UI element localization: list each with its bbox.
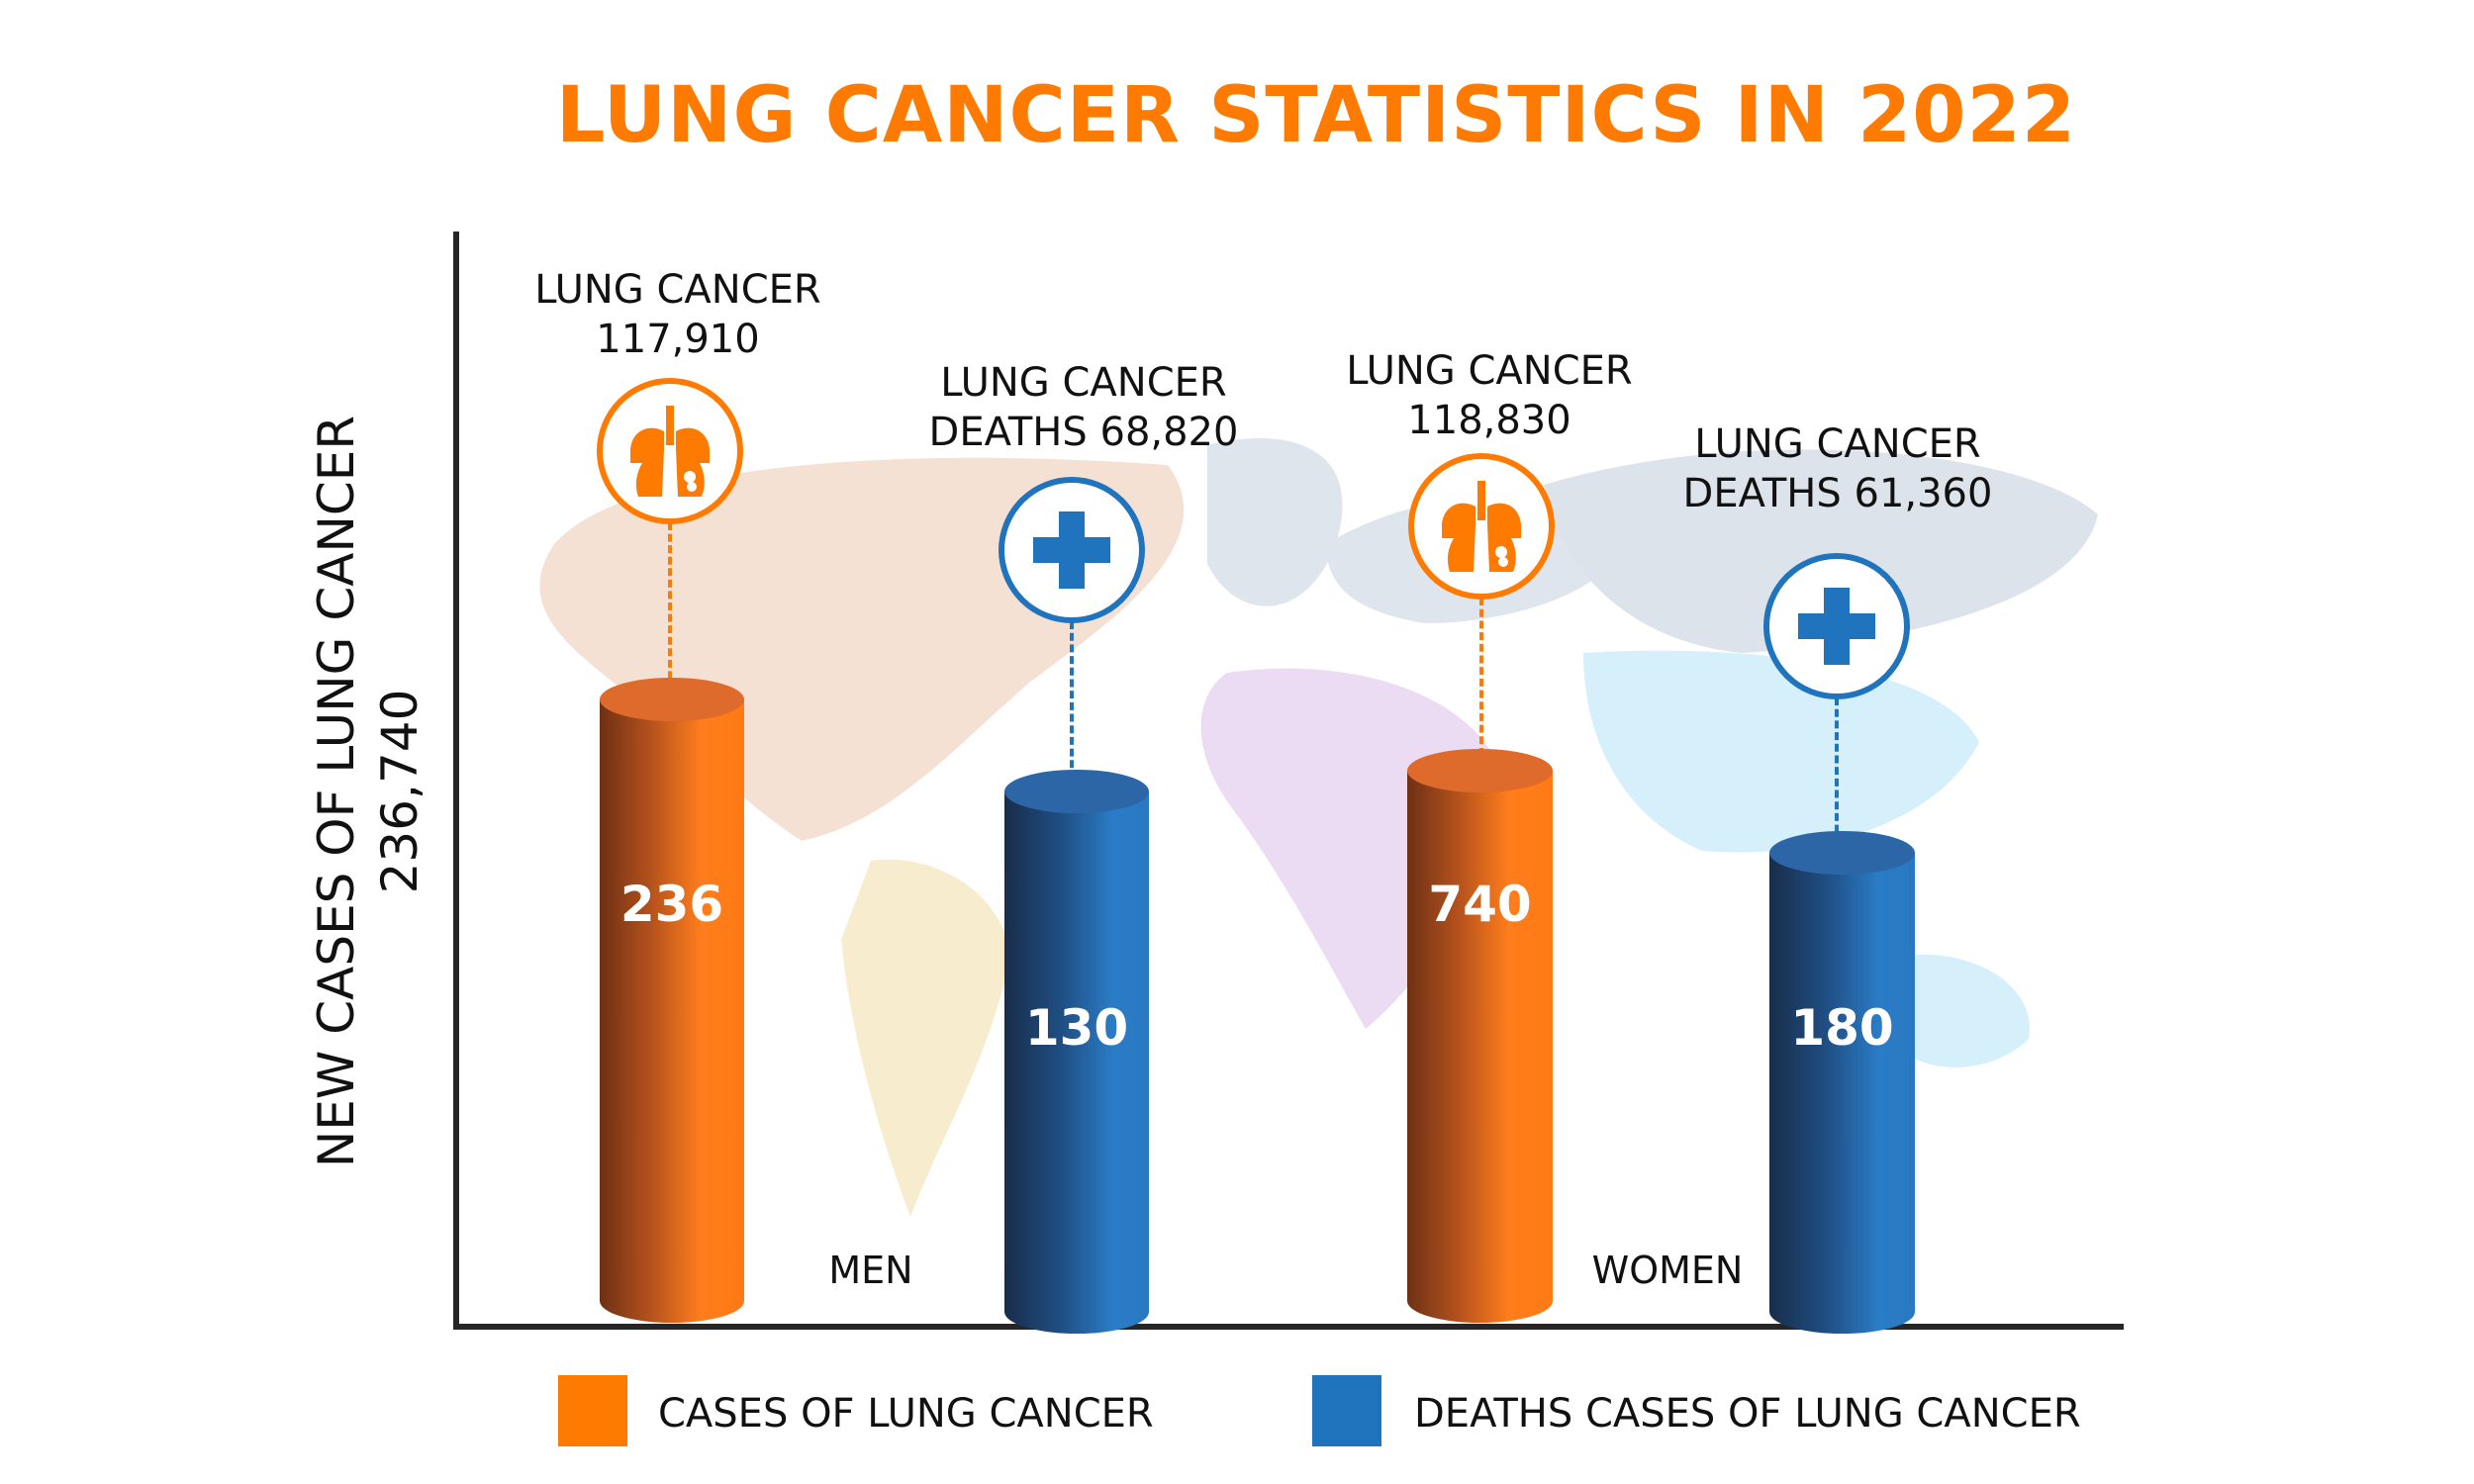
bar-top [600,678,744,721]
annotation-women-deaths: LUNG CANCER DEATHS 61,360 [1683,419,1993,518]
bar-body [600,699,744,1323]
category-label-women: WOMEN [1591,1249,1744,1292]
bar-women-deaths: 180 [1769,831,1915,1334]
connector-line [668,522,672,691]
bar-top [1004,770,1149,813]
bar-body [1769,853,1915,1334]
bar-men-cases: 236 [600,678,744,1323]
legend-swatch-deaths [1312,1375,1381,1446]
lungs-icon [1408,453,1555,600]
map-australia [1880,954,2030,1067]
annotation-men-deaths: LUNG CANCER DEATHS 68,820 [929,358,1239,457]
annotation-value: 118,830 [1407,398,1571,443]
lungs-icon [597,378,743,524]
bar-label: 236 [619,876,724,933]
bar-body [1004,791,1149,1334]
annotation-value: 117,910 [596,317,760,362]
annotation-line: LUNG CANCER [940,360,1227,406]
map-greenland [1207,438,1343,606]
map-russia [1544,449,2098,653]
annotation-line: LUNG CANCER [1694,421,1981,467]
connector-line [1835,697,1839,856]
category-label-men: MEN [828,1249,913,1292]
medical-cross-icon [1763,553,1910,699]
connector-line [1479,598,1483,756]
annotation-line: LUNG CANCER [1346,348,1633,394]
bar-label: 180 [1790,999,1894,1057]
legend-swatch-cases [558,1375,627,1446]
bar-body [1407,771,1553,1323]
bar-top [1407,749,1553,792]
annotation-men-cases: LUNG CANCER 117,910 [534,265,820,364]
chart-title: LUNG CANCER STATISTICS IN 2022 [555,71,2077,160]
y-axis [453,232,459,1330]
annotation-value: DEATHS 61,360 [1682,471,1993,516]
x-axis [453,1324,2124,1330]
annotation-line: LUNG CANCER [534,267,821,313]
connector-line [1070,621,1074,780]
bar-men-deaths: 130 [1004,770,1149,1334]
y-axis-label: NEW CASES OF LUNG CANCER [308,415,365,1168]
bar-top [1769,831,1915,875]
legend-label-deaths: DEATHS CASES OF LUNG CANCER [1414,1391,2081,1437]
annotation-value: DEATHS 68,820 [928,410,1239,455]
map-south-america [841,859,1009,1217]
bar-label: 130 [1024,999,1129,1057]
y-axis-value: 236,740 [371,689,428,894]
annotation-women-cases: LUNG CANCER 118,830 [1346,346,1632,445]
map-asia [1583,650,1979,853]
bar-label: 740 [1428,876,1532,933]
legend-label-cases: CASES OF LUNG CANCER [658,1391,1154,1437]
bar-women-cases: 740 [1407,749,1553,1323]
medical-cross-icon [999,477,1145,623]
